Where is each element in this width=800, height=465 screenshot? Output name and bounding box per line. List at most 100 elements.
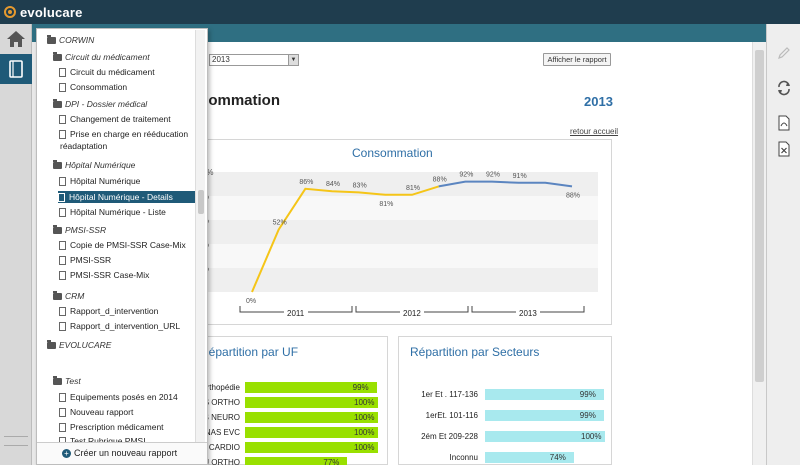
data-label: 81% xyxy=(379,201,393,208)
menu-item[interactable]: Prise en charge en rééducation xyxy=(59,129,188,139)
bar-value-label: 100% xyxy=(354,413,375,422)
year-select[interactable]: 2013 ▼ xyxy=(209,54,299,66)
document-icon xyxy=(59,207,66,217)
menu-item-label: CRM xyxy=(65,291,85,301)
create-report-label: Créer un nouveau rapport xyxy=(74,448,178,458)
data-label: 86% xyxy=(299,179,313,186)
menu-item-label: Equipements posés en 2014 xyxy=(70,392,178,402)
year-group-label-bg xyxy=(516,307,540,318)
page-year: 2013 xyxy=(584,94,613,109)
menu-item[interactable]: Equipements posés en 2014 xyxy=(59,392,178,402)
menu-footer xyxy=(37,442,207,464)
menu-item[interactable]: Rapport_d_intervention xyxy=(59,306,158,316)
menu-item-label: CORWIN xyxy=(59,35,95,45)
menu-scrollbar[interactable] xyxy=(195,30,205,442)
scroll-thumb[interactable] xyxy=(755,50,764,382)
series-line xyxy=(251,185,439,293)
data-label: 92% xyxy=(459,172,473,179)
menu-folder[interactable]: PMSI-SSR xyxy=(53,224,106,235)
main-scrollbar[interactable] xyxy=(752,42,766,465)
home-button[interactable] xyxy=(0,24,32,54)
bar-value-label: 100% xyxy=(354,398,375,407)
year-group-label: 2011 xyxy=(287,309,305,318)
bar-category-label: Inconnu xyxy=(449,453,478,462)
menu-folder[interactable]: CORWIN xyxy=(47,34,95,45)
brand-logo: evolucare xyxy=(4,4,83,20)
menu-item-label: Hôpital Numérique xyxy=(70,176,141,186)
series-line xyxy=(438,180,573,188)
bar xyxy=(485,431,605,442)
menu-item-label: Copie de PMSI-SSR Case-Mix xyxy=(70,240,186,250)
menu-item[interactable]: PMSI-SSR Case-Mix xyxy=(59,270,149,280)
excel-icon[interactable] xyxy=(775,140,793,158)
menu-item-label: réadaptation xyxy=(60,141,108,151)
folder-icon xyxy=(53,159,62,169)
grid-band xyxy=(200,268,598,292)
bar-category-label: U ORTHO xyxy=(203,458,240,465)
menu-item-label: Prescription médicament xyxy=(70,422,164,432)
bar-category-label: 2ém Et 209-228 xyxy=(421,432,478,441)
menu-item-label: Prise en charge en rééducation xyxy=(70,129,189,139)
menu-item[interactable]: Consommation xyxy=(59,82,127,92)
pdf-icon[interactable] xyxy=(775,114,793,132)
data-label: 0% xyxy=(246,298,256,305)
bar-value-label: 99% xyxy=(579,390,596,399)
create-report-button[interactable]: + Créer un nouveau rapport xyxy=(62,448,177,458)
back-home-link[interactable]: retour accueil xyxy=(570,127,619,136)
menu-folder[interactable]: EVOLUCARE xyxy=(47,339,111,350)
logo-icon xyxy=(4,6,16,18)
menu-item[interactable]: Hôpital Numérique - Liste xyxy=(59,207,166,217)
document-icon xyxy=(59,255,66,265)
menu-folder[interactable]: Hôpital Numérique xyxy=(53,159,135,170)
bar-category-label: CARDIO xyxy=(208,443,240,452)
folder-icon xyxy=(53,375,62,385)
menu-item[interactable]: Rapport_d_intervention_URL xyxy=(59,321,180,331)
menu-item[interactable]: Hôpital Numérique xyxy=(59,176,140,186)
bar xyxy=(245,412,378,423)
bar-value-label: 77% xyxy=(323,458,340,465)
sub-bar xyxy=(32,24,800,42)
menu-folder[interactable]: Circuit du médicament xyxy=(53,51,150,62)
menu-item[interactable]: Prescription médicament xyxy=(59,422,164,432)
menu-item[interactable]: Changement de traitement xyxy=(59,114,171,124)
folder-icon xyxy=(47,34,56,44)
year-group-label-bg xyxy=(400,307,424,318)
menu-item[interactable]: PMSI-SSR xyxy=(59,255,111,265)
bar xyxy=(485,410,604,421)
data-label: 88% xyxy=(566,192,580,199)
menu-folder[interactable]: CRM xyxy=(53,290,85,301)
grid-band xyxy=(200,244,598,268)
grid-band xyxy=(200,196,598,220)
bar xyxy=(245,427,378,438)
menu-item-label: Test xyxy=(65,376,81,386)
page-title: sommation xyxy=(200,92,281,109)
bar xyxy=(485,452,574,463)
year-group-label: 2013 xyxy=(519,309,537,318)
menu-item[interactable]: réadaptation xyxy=(60,141,107,151)
menu-item[interactable]: Hôpital Numérique - Details xyxy=(58,191,196,203)
menu-scroll-thumb[interactable] xyxy=(198,190,204,214)
bar xyxy=(245,382,377,393)
show-report-button[interactable]: Afficher le rapport xyxy=(543,53,611,66)
folder-icon xyxy=(53,290,62,300)
bar-value-label: 74% xyxy=(549,453,566,462)
menu-folder[interactable]: DPI - Dossier médical xyxy=(53,98,147,109)
reports-button[interactable] xyxy=(0,54,32,84)
menu-item[interactable]: Copie de PMSI-SSR Case-Mix xyxy=(59,240,186,250)
menu-item-label: Changement de traitement xyxy=(70,114,171,124)
menu-folder[interactable]: Test xyxy=(53,375,81,386)
document-icon xyxy=(59,321,66,331)
bar-value-label: 100% xyxy=(581,432,602,441)
document-icon xyxy=(59,129,66,139)
menu-item[interactable]: Circuit du médicament xyxy=(59,67,155,77)
menu-item-label: Rapport_d_intervention_URL xyxy=(70,321,181,331)
menu-item-label: PMSI-SSR Case-Mix xyxy=(70,270,150,280)
chevron-down-icon[interactable]: ▼ xyxy=(288,55,298,65)
refresh-icon[interactable] xyxy=(775,79,793,97)
menu-item[interactable]: Nouveau rapport xyxy=(59,407,133,417)
edit-icon[interactable] xyxy=(775,44,793,62)
menu-item-label: Circuit du médicament xyxy=(65,52,150,62)
folder-icon xyxy=(53,51,62,61)
menu-item-label: Nouveau rapport xyxy=(70,407,134,417)
resize-grip-icon[interactable] xyxy=(4,436,28,446)
